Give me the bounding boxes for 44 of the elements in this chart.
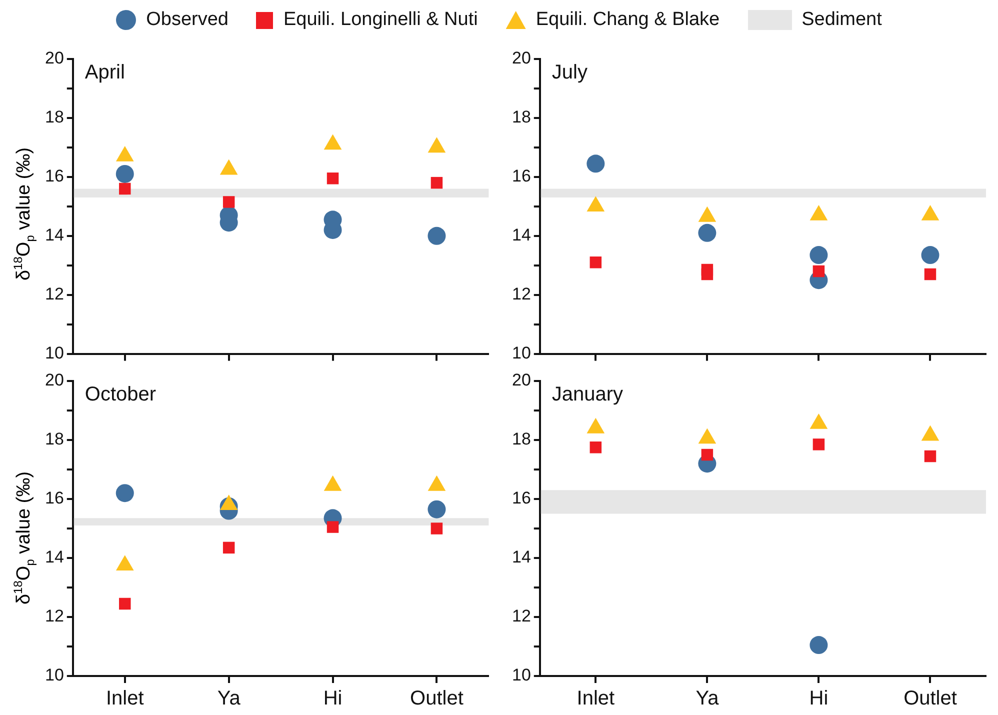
x-tick-label: Hi	[809, 688, 828, 710]
x-tick-label: Outlet	[904, 688, 958, 710]
y-tick-label: 10	[512, 666, 531, 685]
x-tick-label: Inlet	[106, 688, 144, 710]
y-tick-label: 20	[44, 370, 64, 390]
y-tick-label: 16	[44, 166, 64, 186]
y-tick-label: 12	[44, 284, 64, 304]
y-tick-label: 16	[44, 488, 64, 508]
y-tick-label: 16	[512, 488, 531, 508]
legend-label: Observed	[146, 9, 228, 31]
x-tick-label: Inlet	[576, 688, 616, 710]
y-tick-label: 10	[44, 666, 64, 685]
chart-title: January	[552, 384, 624, 406]
y-tick-label: 14	[512, 548, 531, 567]
x-tick-label: Hi	[323, 688, 342, 710]
y-tick-label: 12	[512, 606, 531, 626]
y-tick-label: 14	[512, 226, 531, 245]
y-tick-label: 20	[512, 370, 531, 390]
y-tick-label: 12	[44, 606, 64, 626]
x-tick-label: Ya	[217, 688, 242, 710]
x-tick-label: Outlet	[410, 688, 464, 710]
y-tick-label: 14	[44, 226, 64, 245]
y-tick-label: 20	[512, 48, 531, 68]
y-tick-label: 18	[44, 430, 64, 449]
y-tick-label: 20	[44, 48, 64, 68]
point	[701, 448, 714, 461]
point	[924, 450, 936, 462]
point	[812, 438, 825, 450]
point	[590, 442, 602, 454]
y-tick-label: 10	[512, 343, 531, 362]
chart-title: October	[84, 384, 156, 406]
y-tick-label: 12	[512, 284, 531, 304]
y-tick-label: 14	[44, 548, 64, 567]
y-tick-label: 16	[512, 166, 531, 186]
y-tick-label: 18	[512, 430, 531, 449]
y-tick-label: 10	[44, 343, 64, 362]
y-tick-label: 18	[512, 108, 531, 127]
legend-label: Sediment	[802, 9, 882, 31]
chart-title: April	[84, 62, 125, 84]
legend-label: Equili. Longinelli & Nuti	[283, 9, 478, 31]
chart-title: July	[552, 62, 588, 84]
x-tick-label: Ya	[696, 688, 720, 710]
y-tick-label: 18	[44, 108, 64, 127]
legend-label: Equili. Chang & Blake	[536, 9, 720, 31]
